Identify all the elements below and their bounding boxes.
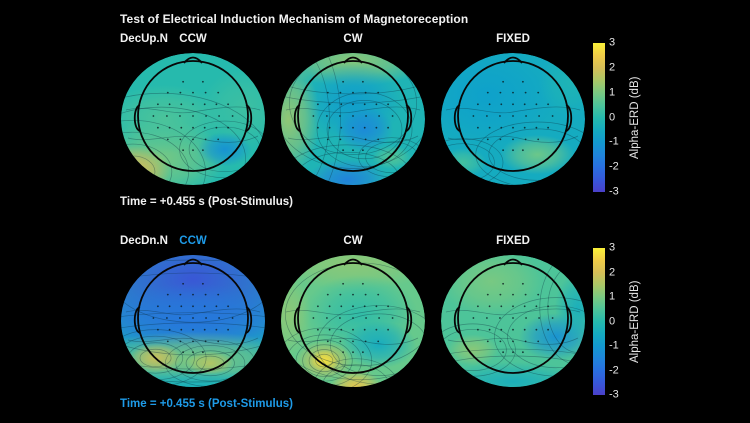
colorbar-tick: 0	[609, 315, 616, 327]
colorbar-tick: 2	[609, 61, 616, 74]
row-label: DecUp.N	[120, 33, 168, 45]
colorbar-tick: -3	[609, 185, 619, 198]
colorbar-tick: -1	[609, 339, 619, 352]
topoplot-0-fixed	[441, 53, 585, 185]
colorbar-tick: -3	[609, 388, 619, 401]
condition-label: CCW	[179, 235, 207, 247]
colorbar-tick: 1	[609, 290, 616, 303]
colorbar-tick: 1	[609, 86, 616, 99]
condition-label: CW	[343, 33, 363, 45]
colorbar-tick: -2	[609, 364, 619, 376]
row-label: DecDn.N	[120, 235, 168, 247]
colorbar-gradient	[593, 43, 605, 192]
colorbar-tick: 3	[609, 241, 616, 254]
condition-label: FIXED	[496, 235, 530, 247]
condition-label: CW	[343, 235, 363, 247]
colorbar-tick: 3	[609, 36, 616, 49]
topoplot-1-ccw	[121, 255, 265, 387]
topoplot-0-cw	[281, 53, 425, 185]
colorbar-gradient	[593, 248, 605, 395]
colorbar-axis-label: Alpha-ERD (dB)	[629, 76, 641, 159]
time-label: Time = +0.455 s (Post-Stimulus)	[120, 196, 293, 208]
colorbar-tick: -1	[609, 135, 619, 148]
topoplot-0-ccw	[121, 53, 265, 185]
condition-label: FIXED	[496, 33, 530, 45]
topoplot-1-cw	[281, 255, 425, 387]
colorbar-axis-label: Alpha-ERD (dB)	[629, 280, 641, 363]
colorbar-tick: -2	[609, 160, 619, 173]
figure-title: Test of Electrical Induction Mechanism o…	[120, 12, 469, 26]
colorbar-tick: 2	[609, 266, 616, 278]
condition-label: CCW	[179, 33, 207, 45]
colorbar-tick: 0	[609, 111, 616, 123]
topoplot-1-fixed	[441, 255, 585, 387]
time-label: Time = +0.455 s (Post-Stimulus)	[120, 398, 293, 410]
